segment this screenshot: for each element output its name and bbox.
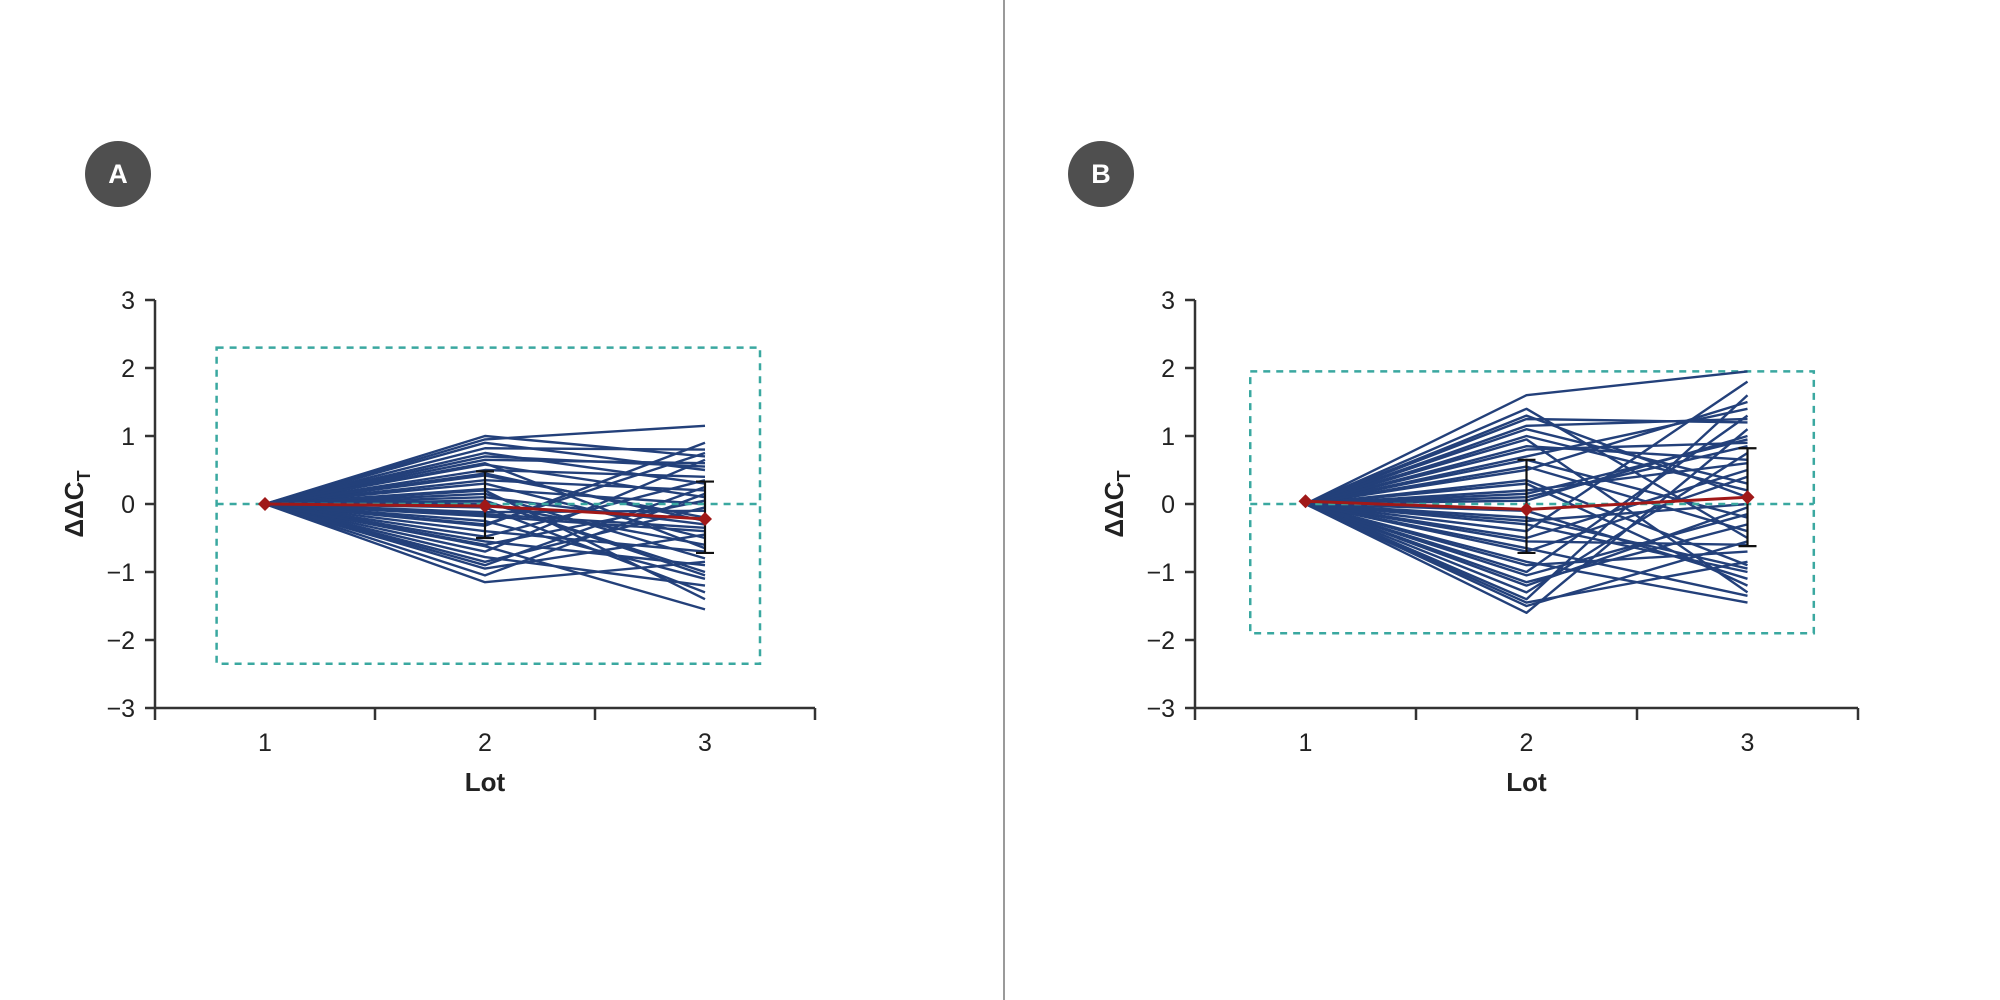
x-tick-label: 1 <box>1299 729 1313 757</box>
sample-line <box>1305 502 1748 577</box>
sample-line <box>264 455 706 506</box>
y-axis-title-main: ΔΔC <box>1099 481 1129 537</box>
sample-line <box>1305 417 1748 506</box>
sample-line <box>1305 451 1749 594</box>
x-axis-title: Lot <box>1506 767 1547 797</box>
mean-marker <box>1740 490 1755 505</box>
x-tick-label: 2 <box>1520 729 1534 757</box>
x-tick-label: 2 <box>478 729 492 757</box>
sample-line <box>1305 394 1749 601</box>
sample-line <box>1305 414 1748 506</box>
sample-line <box>1305 445 1748 506</box>
mean-marker <box>258 497 272 511</box>
y-axis-title-subscript: T <box>74 470 94 481</box>
y-tick-label: −1 <box>1146 559 1175 587</box>
panel-divider <box>1003 0 1005 1000</box>
sample-line <box>264 502 706 584</box>
sample-line <box>264 447 706 506</box>
y-tick-label: 2 <box>121 355 135 383</box>
sample-line <box>1304 428 1749 614</box>
y-tick-label: 2 <box>1161 355 1175 383</box>
mean-marker <box>1298 494 1313 509</box>
y-tick-label: 0 <box>121 491 135 519</box>
y-tick-label: 3 <box>1161 287 1175 315</box>
sample-line <box>1305 407 1748 506</box>
y-tick-label: −1 <box>106 559 135 587</box>
sample-line <box>1304 502 1748 608</box>
sample-line <box>1305 434 1748 506</box>
y-axis-title: ΔΔCT <box>59 470 94 537</box>
panel-b-badge: B <box>1068 141 1134 207</box>
chart-a: −3 −2 −1 0 1 2 3 1 2 3 Lot ΔΔCT <box>59 287 817 797</box>
y-tick-label: −3 <box>1146 695 1175 723</box>
y-tick-label: 1 <box>121 423 135 451</box>
x-tick-label: 3 <box>698 729 712 757</box>
panel-a: A −3 −2 −1 0 1 2 3 1 2 3 Lot ΔΔCT <box>59 141 817 797</box>
limit-box <box>215 346 762 666</box>
y-axis-title-main: ΔΔC <box>59 481 89 537</box>
y-axis-title-subscript: T <box>1114 470 1134 481</box>
sample-line <box>1304 370 1748 506</box>
y-tick-label: −3 <box>106 695 135 723</box>
sample-line <box>264 458 706 553</box>
y-tick-label: 1 <box>1161 423 1175 451</box>
y-axis-title: ΔΔCT <box>1099 470 1134 537</box>
mean-marker <box>698 511 712 526</box>
limit-box <box>1249 370 1816 635</box>
x-axis-title: Lot <box>465 767 506 797</box>
panel-a-badge: A <box>85 141 151 207</box>
chart-b: −3 −2 −1 0 1 2 3 1 2 3 Lot ΔΔCT <box>1099 287 1860 797</box>
mean-marker <box>478 499 492 514</box>
sample-line <box>264 462 706 550</box>
sample-line <box>1305 407 1749 540</box>
x-tick-label: 1 <box>258 729 272 757</box>
panel-b: B −3 −2 −1 0 1 2 3 1 2 3 Lot ΔΔCT <box>1008 0 2000 1000</box>
y-tick-label: 3 <box>121 287 135 315</box>
mean-marker <box>1519 502 1534 517</box>
sample-line <box>264 502 706 587</box>
sample-line <box>264 485 706 567</box>
y-tick-label: −2 <box>106 627 135 655</box>
y-tick-label: 0 <box>1161 491 1175 519</box>
y-tick-label: −2 <box>1146 627 1175 655</box>
x-tick-label: 3 <box>1741 729 1755 757</box>
